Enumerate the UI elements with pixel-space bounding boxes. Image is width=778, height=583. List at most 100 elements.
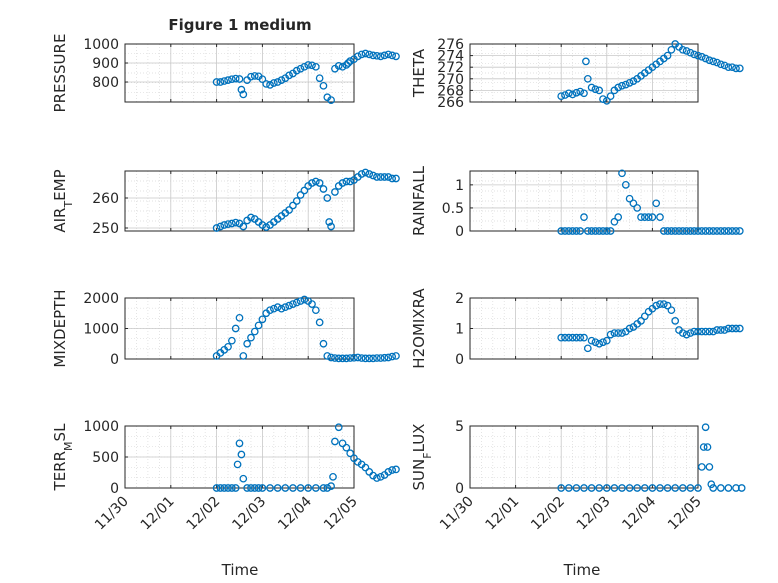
- y-tick-label: 1: [455, 322, 464, 338]
- data-point: [705, 327, 714, 336]
- data-point: [262, 223, 271, 231]
- data-point: [392, 465, 400, 474]
- x-tick-label: 12/04: [619, 493, 659, 533]
- data-point: [342, 354, 351, 363]
- data-point: [342, 443, 351, 452]
- data-point: [338, 439, 347, 448]
- data-point: [369, 354, 377, 363]
- data-point: [247, 213, 255, 222]
- data-point: [239, 90, 248, 99]
- data-point: [323, 194, 332, 202]
- data-point: [667, 227, 676, 235]
- data-point: [300, 295, 309, 304]
- data-point: [686, 484, 695, 492]
- data-point: [703, 443, 712, 451]
- data-point: [606, 227, 615, 235]
- data-point: [357, 354, 366, 362]
- data-point: [557, 484, 566, 492]
- data-point: [392, 174, 400, 183]
- x-tick-label: 12/03: [574, 494, 614, 534]
- data-point: [365, 170, 374, 178]
- data-point: [709, 484, 718, 492]
- data-point: [212, 78, 221, 86]
- data-point: [311, 62, 320, 71]
- data-point: [361, 168, 370, 177]
- axes-box: [469, 43, 699, 103]
- data-point: [289, 484, 297, 492]
- data-point: [682, 227, 691, 235]
- data-point: [618, 329, 626, 337]
- data-point: [269, 79, 278, 87]
- data-point: [254, 321, 263, 330]
- data-point: [281, 303, 290, 311]
- data-point: [671, 484, 680, 492]
- data-point: [637, 213, 645, 222]
- x-tick-label: 12/02: [528, 494, 568, 534]
- data-point: [258, 484, 267, 492]
- y-tick-label: 0: [110, 481, 119, 497]
- data-point: [353, 52, 362, 61]
- data-point: [709, 227, 718, 235]
- data-point: [720, 326, 729, 334]
- data-point: [235, 313, 244, 322]
- data-point: [667, 306, 676, 315]
- data-point: [269, 304, 278, 313]
- axes-box: [124, 170, 355, 232]
- data-point: [350, 353, 358, 362]
- y-tick-label: 500: [92, 450, 119, 466]
- data-point: [724, 324, 733, 333]
- data-point: [686, 329, 695, 337]
- data-point: [277, 76, 286, 84]
- data-point: [300, 186, 309, 195]
- data-point: [694, 227, 702, 235]
- data-point: [602, 336, 611, 345]
- data-point: [388, 466, 397, 474]
- data-point: [699, 443, 708, 451]
- data-point: [648, 213, 657, 222]
- data-point: [629, 77, 638, 85]
- data-point: [576, 87, 585, 96]
- data-point: [568, 90, 577, 99]
- data-point: [319, 81, 328, 90]
- data-point: [652, 301, 661, 310]
- data-point: [663, 484, 672, 492]
- data-point: [292, 197, 301, 205]
- data-point: [697, 463, 706, 471]
- y-tick-label: 2: [455, 291, 464, 307]
- data-point: [247, 72, 255, 81]
- y-tick-label: 0: [455, 352, 464, 368]
- y-tick-label: 0.5: [442, 201, 464, 217]
- data-point: [258, 75, 267, 84]
- data-point: [376, 173, 385, 181]
- data-point: [392, 52, 400, 61]
- data-point: [610, 329, 619, 337]
- data-point: [602, 484, 611, 492]
- x-tick-label: 12/01: [483, 494, 523, 534]
- data-point: [338, 62, 347, 71]
- data-point: [357, 170, 366, 178]
- data-point: [656, 300, 664, 308]
- x-tick-label: 11/30: [92, 494, 132, 534]
- data-point: [557, 227, 566, 235]
- data-point: [342, 177, 351, 186]
- data-point: [220, 221, 229, 229]
- data-point: [250, 484, 259, 492]
- data-point: [247, 484, 255, 492]
- data-point: [353, 353, 362, 362]
- data-point: [572, 484, 581, 492]
- data-point: [262, 80, 271, 88]
- data-point: [258, 315, 267, 324]
- data-point: [640, 213, 649, 222]
- data-point: [228, 75, 236, 84]
- data-point: [233, 460, 242, 469]
- data-point: [656, 213, 664, 222]
- data-point: [344, 59, 353, 67]
- data-point: [701, 54, 710, 63]
- data-point: [304, 61, 313, 69]
- data-point: [732, 227, 740, 235]
- subplot-2: 250 260 AIRTEMP: [51, 168, 400, 237]
- data-point: [334, 423, 343, 432]
- data-point: [697, 52, 706, 61]
- data-point: [614, 329, 623, 337]
